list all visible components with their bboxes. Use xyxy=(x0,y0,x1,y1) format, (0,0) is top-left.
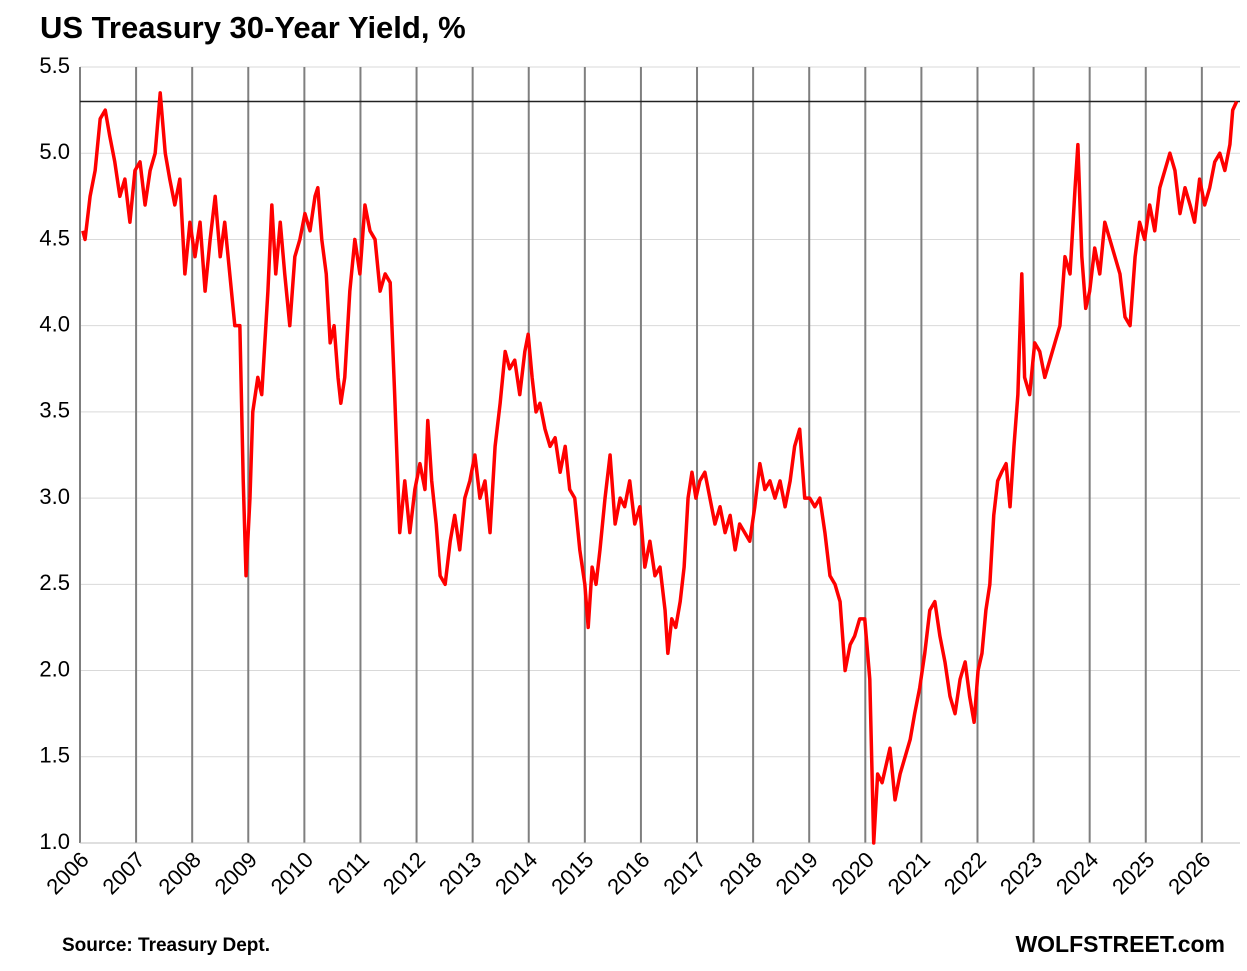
y-tick-label: 4.0 xyxy=(39,311,70,336)
x-tick-label: 2026 xyxy=(1163,847,1215,899)
x-tick-label: 2023 xyxy=(995,847,1047,899)
x-tick-label: 2017 xyxy=(658,847,710,899)
y-tick-label: 3.0 xyxy=(39,484,70,509)
x-tick-label: 2007 xyxy=(97,847,149,899)
x-tick-label: 2008 xyxy=(154,847,206,899)
y-tick-label: 5.5 xyxy=(39,53,70,78)
x-tick-label: 2016 xyxy=(602,847,654,899)
x-tick-label: 2014 xyxy=(490,847,542,899)
yield-line xyxy=(81,91,1239,845)
x-tick-label: 2006 xyxy=(41,847,93,899)
x-tick-label: 2011 xyxy=(323,847,374,898)
y-tick-label: 3.5 xyxy=(39,398,70,423)
y-tick-label: 1.0 xyxy=(39,829,70,854)
y-tick-label: 2.0 xyxy=(39,656,70,681)
x-tick-label: 2022 xyxy=(939,847,991,899)
x-tick-label: 2019 xyxy=(771,847,823,899)
x-tick-label: 2015 xyxy=(546,847,598,899)
watermark: WOLFSTREET.com xyxy=(1015,931,1225,957)
y-tick-label: 4.5 xyxy=(39,225,70,250)
source: Source: Treasury Dept. xyxy=(62,935,270,956)
x-tick-label: 2020 xyxy=(827,847,879,899)
chart-title: US Treasury 30-Year Yield, % xyxy=(40,10,466,45)
x-tick-label: 2021 xyxy=(883,847,935,899)
x-tick-label: 2018 xyxy=(714,847,766,899)
x-tick-label: 2024 xyxy=(1051,847,1103,899)
x-tick-label: 2012 xyxy=(378,847,430,899)
x-tick-label: 2025 xyxy=(1107,847,1159,899)
y-tick-label: 5.0 xyxy=(39,139,70,164)
x-tick-label: 2009 xyxy=(210,847,262,899)
x-tick-label: 2013 xyxy=(434,847,486,899)
y-tick-label: 1.5 xyxy=(39,743,70,768)
x-tick-label: 2010 xyxy=(266,847,318,899)
y-tick-label: 2.5 xyxy=(39,570,70,595)
